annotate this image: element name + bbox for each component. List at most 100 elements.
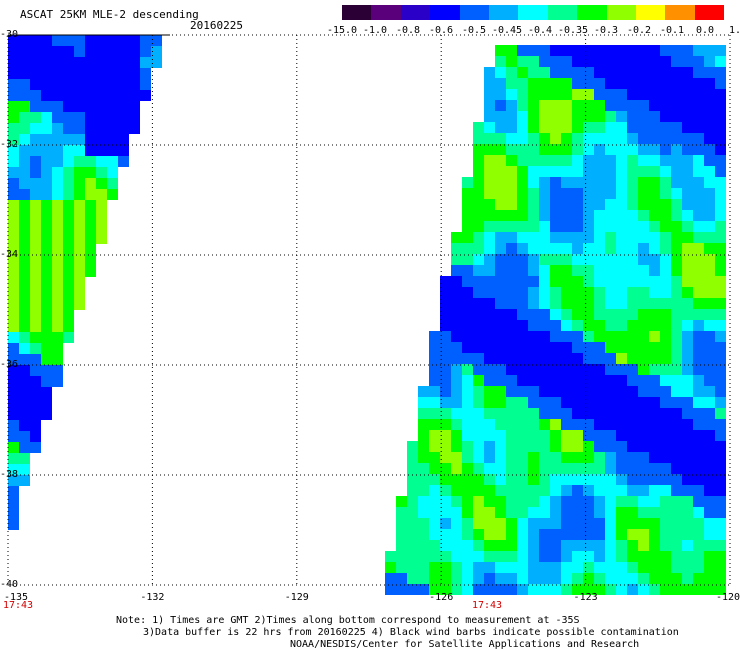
east-swath-cell <box>517 320 528 331</box>
east-swath-cell <box>605 67 616 78</box>
west-swath-cell <box>107 189 118 200</box>
east-swath-cell <box>539 166 550 177</box>
east-swath-cell <box>517 78 528 89</box>
east-swath-cell <box>484 386 495 397</box>
east-swath-cell <box>583 353 594 364</box>
west-swath-cell <box>19 178 30 189</box>
east-swath-cell <box>550 573 561 584</box>
east-swath-cell <box>616 111 627 122</box>
east-swath-cell <box>418 474 429 485</box>
east-swath-cell <box>693 430 704 441</box>
west-swath-cell <box>140 57 151 68</box>
west-swath-cell <box>52 255 63 266</box>
east-swath-cell <box>594 122 605 133</box>
east-swath-cell <box>693 540 704 551</box>
east-swath-cell <box>550 562 561 573</box>
east-swath-cell <box>484 221 495 232</box>
west-swath-cell <box>30 409 41 420</box>
west-swath-cell <box>52 376 63 387</box>
east-swath-cell <box>550 111 561 122</box>
east-swath-cell <box>550 485 561 496</box>
east-swath-cell <box>550 232 561 243</box>
east-swath-cell <box>594 485 605 496</box>
west-swath-cell <box>85 101 96 112</box>
east-swath-cell <box>704 518 715 529</box>
east-swath-cell <box>539 177 550 188</box>
west-swath-cell <box>96 134 107 145</box>
east-swath-cell <box>715 122 726 133</box>
east-swath-cell <box>484 474 495 485</box>
east-swath-cell <box>550 89 561 100</box>
west-swath-cell <box>30 299 41 310</box>
east-swath-cell <box>495 540 506 551</box>
east-swath-cell <box>462 507 473 518</box>
west-swath-cell <box>107 134 118 145</box>
west-swath-cell <box>63 101 74 112</box>
east-swath-cell <box>660 56 671 67</box>
east-swath-cell <box>473 375 484 386</box>
east-swath-cell <box>704 320 715 331</box>
east-swath-cell <box>451 298 462 309</box>
east-swath-cell <box>429 419 440 430</box>
colorbar-swatch <box>694 5 725 20</box>
west-swath-cell <box>30 189 41 200</box>
east-swath-cell <box>616 496 627 507</box>
east-swath-cell <box>462 430 473 441</box>
pass-time-label: 17:43 <box>471 600 503 611</box>
west-swath-cell <box>63 145 74 156</box>
west-swath-cell <box>52 156 63 167</box>
west-swath-cell <box>52 222 63 233</box>
east-swath-cell <box>660 540 671 551</box>
east-swath-cell <box>649 562 660 573</box>
east-swath-cell <box>649 441 660 452</box>
west-swath-cell <box>8 123 19 134</box>
colorbar-tick-label: 0.0 <box>695 25 715 36</box>
west-swath-cell <box>30 200 41 211</box>
east-swath-cell <box>462 485 473 496</box>
west-swath-cell <box>41 343 52 354</box>
east-swath-cell <box>583 430 594 441</box>
east-swath-cell <box>572 496 583 507</box>
east-swath-cell <box>451 342 462 353</box>
east-swath-cell <box>495 265 506 276</box>
east-swath-cell <box>407 518 418 529</box>
east-swath-cell <box>561 78 572 89</box>
east-swath-cell <box>704 364 715 375</box>
east-swath-cell <box>682 386 693 397</box>
east-swath-cell <box>682 320 693 331</box>
east-swath-cell <box>462 584 473 595</box>
east-swath-cell <box>638 188 649 199</box>
east-swath-cell <box>715 419 726 430</box>
east-swath-cell <box>440 386 451 397</box>
east-swath-cell <box>616 452 627 463</box>
east-swath-cell <box>495 78 506 89</box>
east-swath-cell <box>616 507 627 518</box>
east-swath-cell <box>649 430 660 441</box>
west-swath-cell <box>52 35 63 46</box>
east-swath-cell <box>605 320 616 331</box>
east-swath-cell <box>429 496 440 507</box>
east-swath-cell <box>605 408 616 419</box>
east-swath-cell <box>715 474 726 485</box>
colorbar-tick-label: -0.35 <box>557 25 589 36</box>
east-swath-cell <box>407 507 418 518</box>
east-swath-cell <box>583 474 594 485</box>
east-swath-cell <box>649 210 660 221</box>
east-swath-cell <box>682 265 693 276</box>
east-swath-cell <box>682 419 693 430</box>
east-swath-cell <box>627 551 638 562</box>
west-swath-cell <box>96 145 107 156</box>
latitude-label: -34 <box>0 249 19 260</box>
east-swath-cell <box>484 408 495 419</box>
east-swath-cell <box>594 254 605 265</box>
east-swath-cell <box>473 474 484 485</box>
east-swath-cell <box>473 144 484 155</box>
east-swath-cell <box>660 111 671 122</box>
west-swath-cell <box>8 398 19 409</box>
east-swath-cell <box>693 243 704 254</box>
east-swath-cell <box>605 199 616 210</box>
west-swath-cell <box>41 244 52 255</box>
east-swath-cell <box>561 562 572 573</box>
west-swath-cell <box>74 299 85 310</box>
east-swath-cell <box>605 364 616 375</box>
